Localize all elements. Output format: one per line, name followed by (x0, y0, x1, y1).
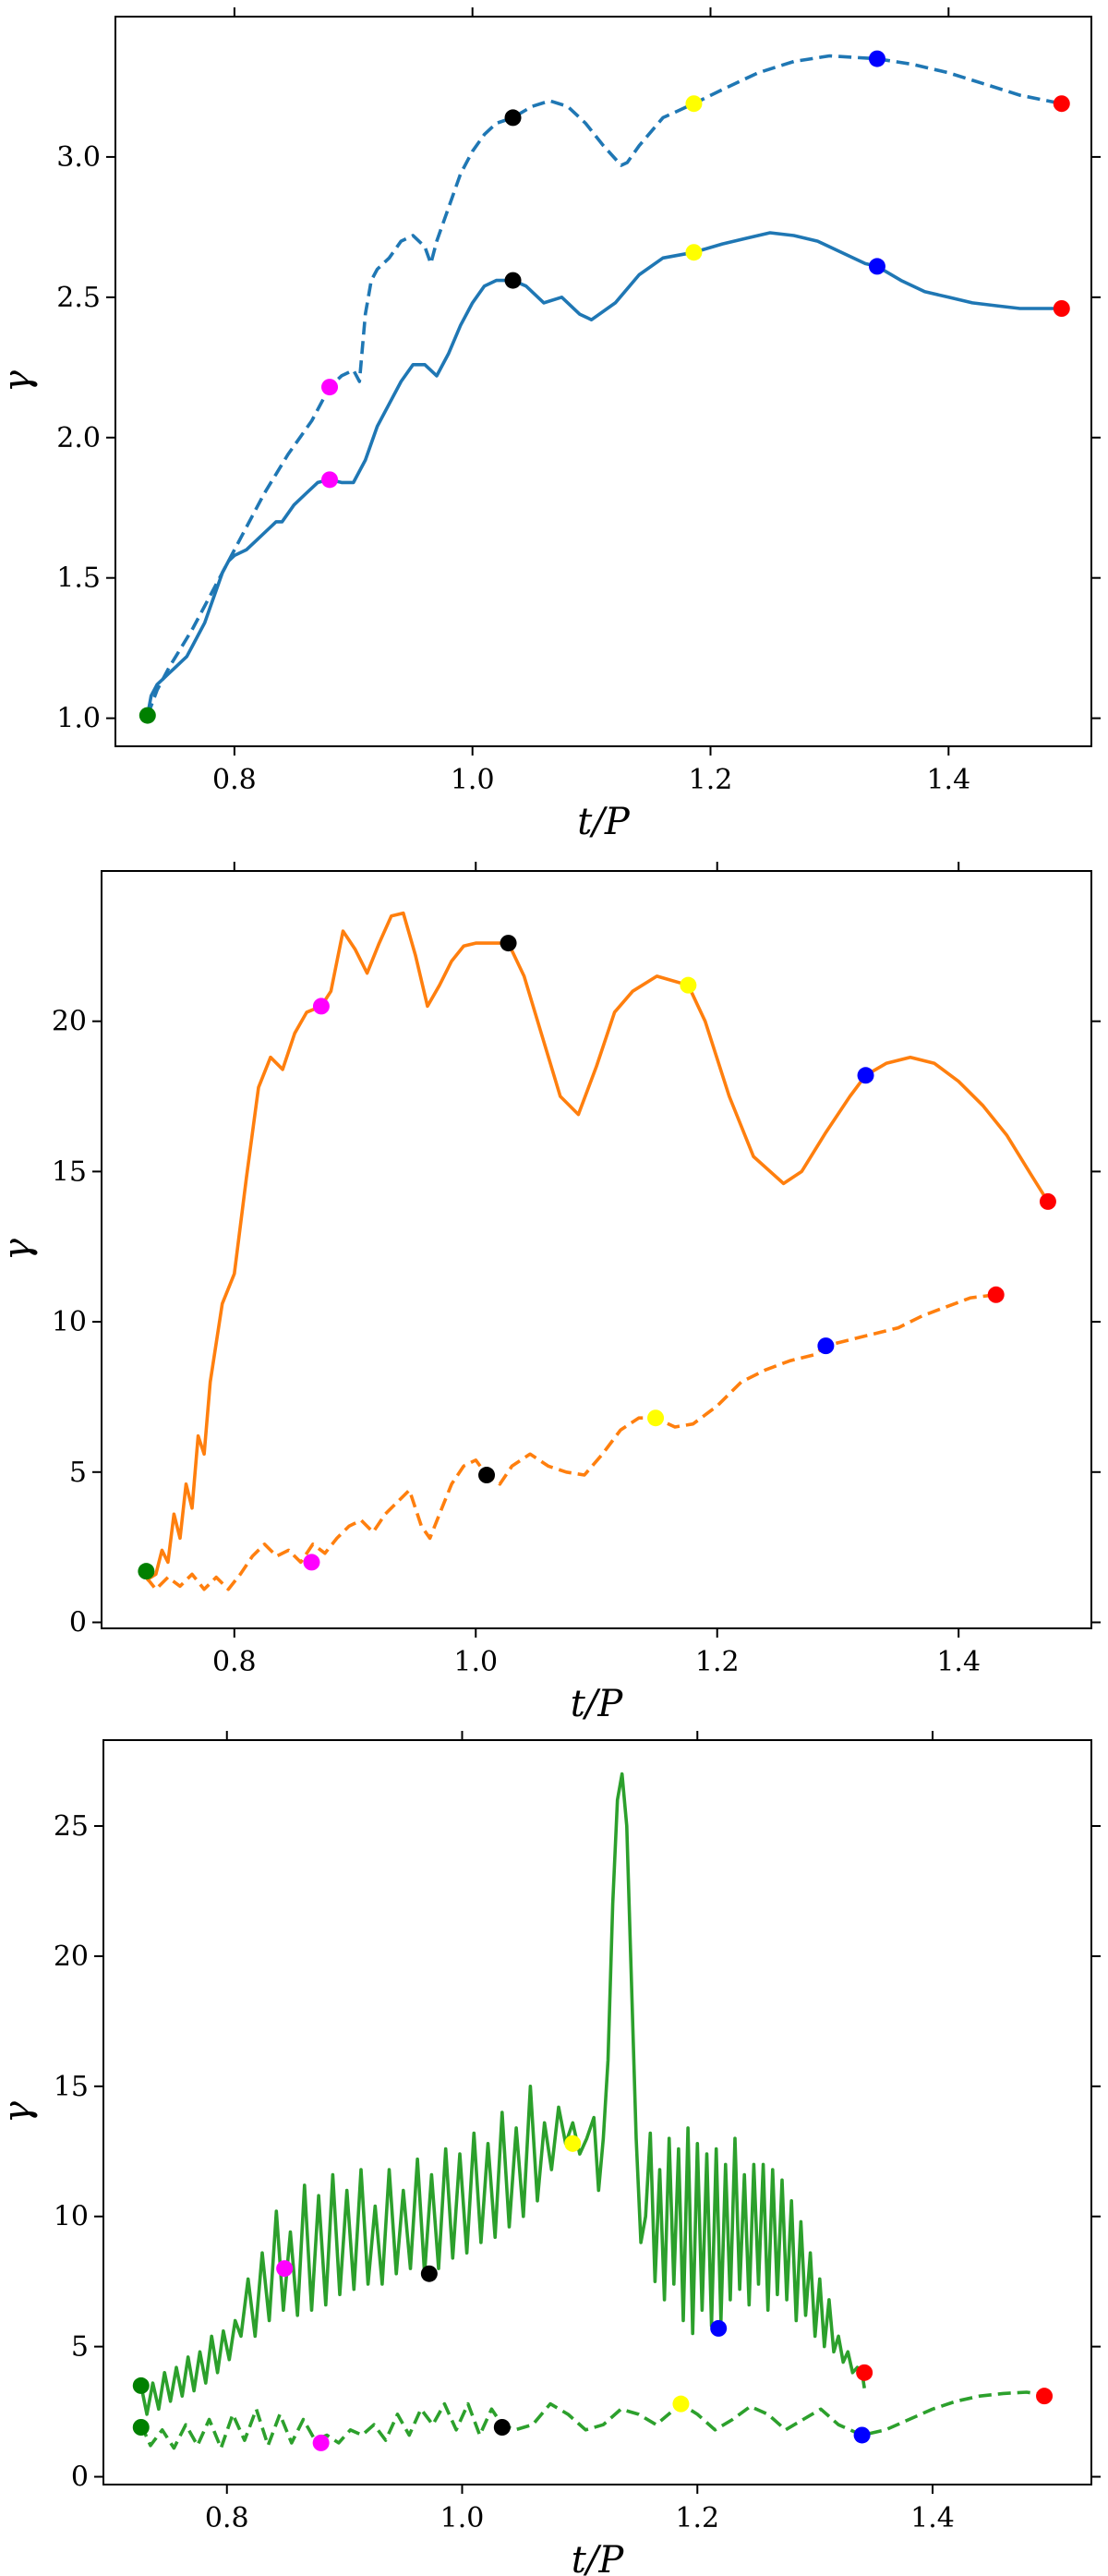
marker-point (303, 1554, 320, 1571)
x-tick-label: 1.4 (936, 1646, 981, 1678)
marker-point (856, 2364, 873, 2381)
marker-point (857, 1067, 874, 1084)
marker-point (138, 1563, 155, 1580)
marker-point (321, 379, 339, 396)
x-tick-label: 1.4 (910, 2502, 955, 2534)
marker-point (1036, 2388, 1054, 2405)
marker-point (672, 2395, 690, 2413)
y-tick-label: 3.0 (56, 141, 101, 174)
x-axis-label: t/P (571, 1683, 624, 1725)
x-tick-label: 1.0 (453, 1646, 498, 1678)
y-tick-label: 10 (52, 1306, 87, 1338)
marker-point (493, 2419, 511, 2436)
series-line-dashed (146, 54, 1063, 717)
marker-point (853, 2426, 871, 2444)
marker-point (276, 2260, 294, 2278)
x-tick-label: 0.8 (212, 1646, 257, 1678)
x-tick-label: 1.2 (695, 1646, 740, 1678)
marker-point (680, 976, 697, 994)
marker-point (138, 707, 156, 724)
x-axis-label: t/P (572, 2539, 625, 2576)
y-tick-label: 15 (54, 2071, 89, 2103)
y-tick-label: 20 (54, 1941, 89, 1973)
marker-point (1039, 1192, 1056, 1210)
y-tick-label: 1.5 (56, 562, 101, 595)
marker-point (685, 244, 703, 261)
marker-point (1053, 300, 1070, 317)
marker-point (420, 2265, 438, 2282)
marker-point (868, 258, 885, 275)
x-tick-label: 1.2 (689, 764, 733, 796)
marker-point (710, 2319, 728, 2337)
axes-frame (114, 16, 1092, 747)
y-axis-label: γ (0, 1239, 39, 1261)
y-tick-label: 5 (71, 2331, 89, 2364)
chart-panel-1: 0.8 1.0 1.2 1.4 1.0 1.5 2.0 2.5 3.0 t/P γ (0, 7, 1101, 843)
x-axis-label: t/P (577, 801, 631, 843)
chart-panel-2: 0.8 1.0 1.2 1.4 0 5 10 15 20 t/P γ (0, 862, 1101, 1725)
marker-point (132, 2419, 150, 2436)
x-tick-label: 1.2 (675, 2502, 719, 2534)
marker-point (504, 109, 522, 127)
y-tick-label: 0 (69, 1606, 87, 1639)
x-tick-label: 0.8 (212, 764, 257, 796)
marker-point (312, 998, 330, 1015)
x-tick-label: 1.4 (926, 764, 970, 796)
marker-point (817, 1337, 835, 1355)
marker-point (868, 50, 885, 67)
series-line-solid (146, 231, 1062, 716)
y-axis-label: γ (0, 2101, 39, 2123)
chart-panel-3: 0.8 1.0 1.2 1.4 0 5 10 15 20 25 t/P γ (0, 1731, 1101, 2576)
marker-point (987, 1286, 1005, 1303)
marker-point (1053, 95, 1070, 113)
marker-point (478, 1467, 496, 1484)
marker-point (564, 2135, 582, 2152)
y-axis-label: γ (0, 370, 39, 393)
marker-point (500, 935, 517, 952)
y-tick-label: 25 (54, 1810, 89, 1843)
marker-point (685, 95, 703, 113)
x-tick-label: 1.0 (451, 764, 495, 796)
marker-point (321, 471, 339, 489)
y-tick-label: 20 (52, 1006, 87, 1038)
y-tick-label: 0 (71, 2461, 89, 2494)
series-line-dashed (144, 1293, 996, 1591)
series-line-solid (145, 911, 1050, 1582)
marker-point (647, 1409, 665, 1427)
series-line-solid (139, 1772, 866, 2416)
y-tick-label: 1.0 (56, 703, 101, 735)
marker-point (312, 2434, 330, 2451)
x-tick-label: 0.8 (205, 2502, 249, 2534)
y-tick-label: 10 (54, 2201, 89, 2233)
series-line-dashed (139, 2390, 1045, 2450)
y-tick-label: 5 (69, 1457, 87, 1489)
marker-point (132, 2376, 150, 2394)
y-tick-label: 2.5 (56, 282, 101, 314)
x-tick-label: 1.0 (440, 2502, 485, 2534)
y-tick-label: 15 (52, 1155, 87, 1188)
axes-frame (102, 1739, 1092, 2485)
axes-frame (101, 870, 1092, 1629)
y-tick-label: 2.0 (56, 422, 101, 454)
marker-point (504, 272, 522, 289)
